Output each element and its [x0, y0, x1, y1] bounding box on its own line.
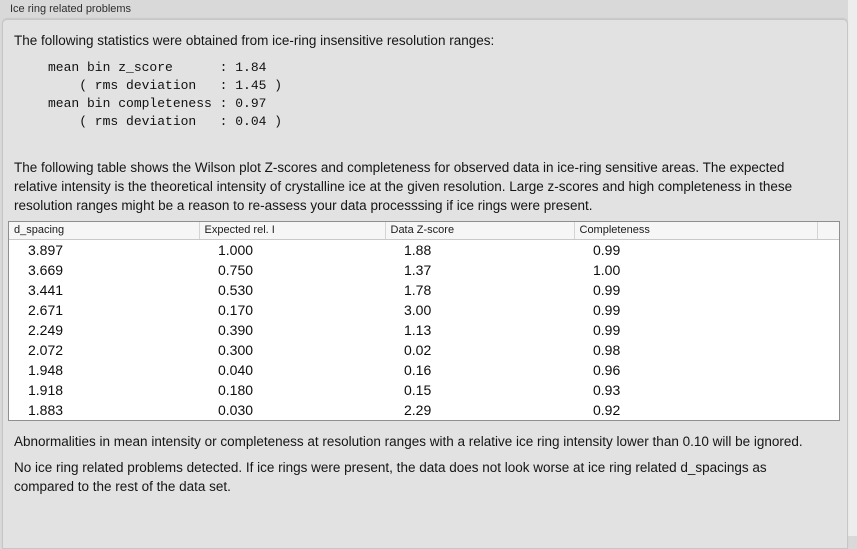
table-cell — [817, 300, 839, 320]
table-cell: 0.92 — [593, 402, 621, 418]
table-row[interactable]: 2.671 0.170 3.00 0.99 — [9, 300, 839, 320]
table-cell: 0.040 — [218, 362, 254, 378]
table-cell: 2.249 — [28, 322, 64, 338]
table-cell: 1.37 — [404, 262, 432, 278]
table-cell: 0.390 — [218, 322, 254, 338]
table-row[interactable]: 3.897 1.000 1.88 0.99 — [9, 240, 839, 261]
table-cell: 3.00 — [404, 302, 432, 318]
table-body: 3.897 1.000 1.88 0.99 3.669 0.750 1.37 1.00 3.44… — [9, 240, 839, 421]
table-cell: 3.897 — [28, 242, 64, 258]
table-row[interactable]: 3.669 0.750 1.37 1.00 — [9, 260, 839, 280]
table-cell: 3.441 — [28, 282, 64, 298]
table-cell: 1.13 — [404, 322, 432, 338]
table-cell — [817, 400, 839, 420]
ice-ring-table-grid: d_spacing Expected rel. I Data Z-score Comp… — [9, 222, 839, 420]
ice-ring-table: d_spacing Expected rel. I Data Z-score Comp… — [8, 221, 840, 421]
table-cell — [817, 320, 839, 340]
table-cell: 1.948 — [28, 362, 64, 378]
table-cell: 0.02 — [404, 342, 432, 358]
window-right-gutter — [848, 0, 857, 536]
table-cell: 0.99 — [593, 242, 621, 258]
table-cell: 1.78 — [404, 282, 432, 298]
table-cell: 1.000 — [218, 242, 254, 258]
table-row[interactable]: 1.948 0.040 0.16 0.96 — [9, 360, 839, 380]
table-cell: 2.29 — [404, 402, 432, 418]
column-header-empty — [816, 222, 839, 240]
table-cell: 0.15 — [404, 382, 432, 398]
table-row[interactable]: 3.441 0.530 1.78 0.99 — [9, 280, 839, 300]
table-cell: 1.883 — [28, 402, 64, 418]
table-cell: 0.99 — [593, 302, 621, 318]
table-cell: 0.750 — [218, 262, 254, 278]
ice-ring-panel: The following statistics were obtained f… — [2, 19, 848, 549]
table-cell — [817, 280, 839, 300]
table-cell: 0.030 — [218, 402, 254, 418]
column-header-expected-rel-i[interactable]: Expected rel. I — [198, 222, 385, 240]
table-cell: 0.180 — [218, 382, 254, 398]
table-cell: 0.99 — [593, 322, 621, 338]
table-cell: 2.072 — [28, 342, 64, 358]
table-cell: 0.96 — [593, 362, 621, 378]
table-row[interactable]: 2.072 0.300 0.02 0.98 — [9, 340, 839, 360]
conclusion-text: No ice ring related problems detected. I… — [14, 460, 767, 494]
table-row[interactable]: 1.918 0.180 0.15 0.93 — [9, 380, 839, 400]
table-cell: 0.16 — [404, 362, 432, 378]
table-cell: 0.300 — [218, 342, 254, 358]
stats-intro-text: The following statistics were obtained f… — [14, 33, 495, 48]
table-cell: 1.88 — [404, 242, 432, 258]
column-header-completeness[interactable]: Completeness — [573, 222, 817, 240]
table-cell: 1.918 — [28, 382, 64, 398]
table-cell — [817, 380, 839, 400]
table-cell: 2.671 — [28, 302, 64, 318]
table-cell — [817, 260, 839, 280]
table-header-row: d_spacing Expected rel. I Data Z-score Comp… — [9, 222, 839, 240]
column-header-data-z-score[interactable]: Data Z-score — [384, 222, 574, 240]
table-cell — [817, 360, 839, 380]
table-cell: 0.98 — [593, 342, 621, 358]
ignore-note-text: Abnormalities in mean intensity or compl… — [14, 434, 803, 449]
table-description-text: The following table shows the Wilson plo… — [14, 160, 793, 213]
stats-block: mean bin z_score : 1.84 ( rms deviation … — [48, 60, 283, 129]
table-cell: 0.93 — [593, 382, 621, 398]
group-box-label: Ice ring related problems — [10, 3, 132, 15]
table-cell: 1.00 — [593, 262, 621, 278]
table-row[interactable]: 1.883 0.030 2.29 0.92 — [9, 400, 839, 420]
table-cell: 0.99 — [593, 282, 621, 298]
table-cell: 0.530 — [218, 282, 254, 298]
table-row[interactable]: 2.249 0.390 1.13 0.99 — [9, 320, 839, 340]
table-cell — [817, 240, 839, 261]
table-cell: 3.669 — [28, 262, 64, 278]
table-cell: 0.170 — [218, 302, 254, 318]
table-cell — [817, 340, 839, 360]
column-header-d-spacing[interactable]: d_spacing — [9, 222, 199, 240]
